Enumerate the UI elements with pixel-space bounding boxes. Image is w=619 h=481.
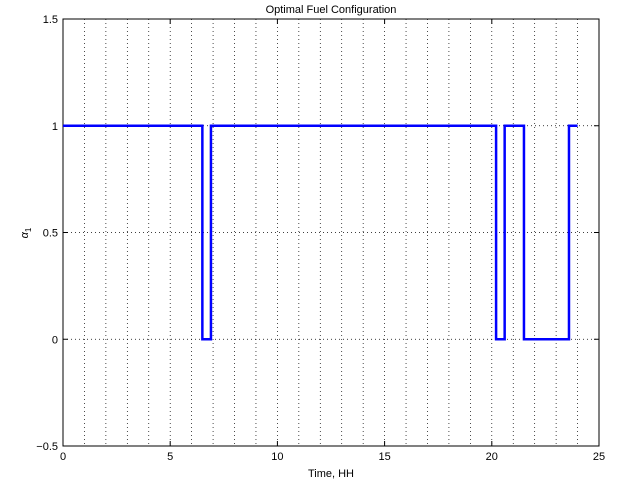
y-tick-label: −0.5 [36,441,58,453]
x-tick-label: 15 [378,451,390,463]
x-tick-label: 20 [486,451,498,463]
y-tick-label: 1 [52,121,58,133]
series-group [63,124,578,341]
x-tick-label: 10 [271,451,283,463]
series-line [63,124,578,341]
y-axis-label: α1 [19,227,33,238]
x-axis-label: Time, HH [308,468,354,480]
y-tick-label: 0 [52,334,58,346]
y-axis-label-subscript: 1 [24,227,33,232]
x-tick-label: 0 [60,451,66,463]
x-tick-labels: 0 5 10 15 20 25 [60,451,605,463]
ticks [62,18,600,447]
x-tick-label: 25 [593,451,605,463]
chart-title: Optimal Fuel Configuration [266,4,397,16]
y-tick-label: 0.5 [43,228,58,240]
y-axis-label-symbol: α [19,231,31,238]
grid [63,19,599,446]
x-tick-label: 5 [167,451,173,463]
y-tick-labels: −0.5 0 0.5 1 1.5 [36,14,58,453]
y-tick-label: 1.5 [43,14,58,26]
